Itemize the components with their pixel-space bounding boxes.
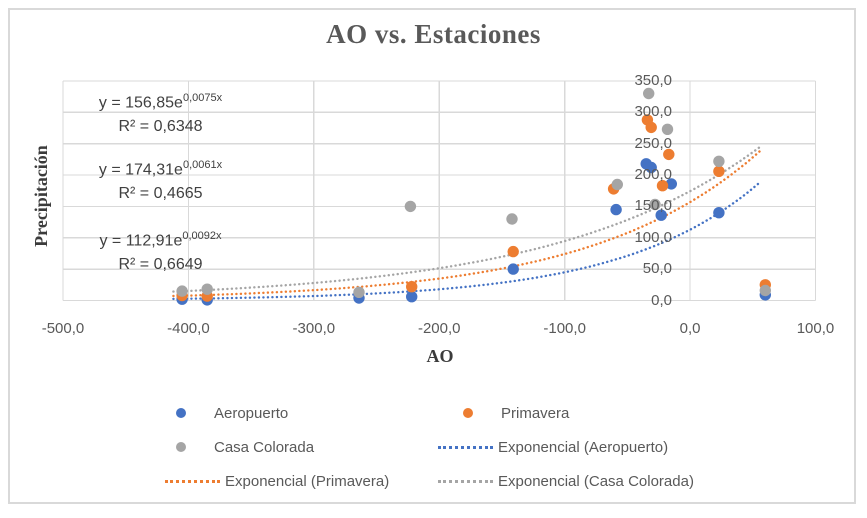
dotted-line-marker (436, 479, 494, 483)
data-point (713, 207, 725, 219)
dotted-line-marker (436, 445, 494, 449)
legend-item-exp-aeropuerto: Exponencial (Aeropuerto) (436, 436, 668, 458)
legend-label: Casa Colorada (214, 438, 315, 456)
data-point (649, 198, 661, 211)
y-axis-title: Precipitación (31, 145, 51, 247)
equation-formula: y = 156,85e0,0075x (98, 92, 223, 112)
data-point (656, 180, 669, 192)
data-point (645, 121, 657, 134)
y-tick-label: 300,0 (634, 103, 672, 121)
y-tick-label: 150,0 (634, 197, 672, 215)
data-point (406, 291, 418, 303)
data-point (663, 148, 675, 161)
data-point (665, 178, 677, 190)
trendline-Exponencial (Casa Colorada) (172, 145, 762, 293)
y-tick-label: 200,0 (634, 166, 672, 184)
legend-label: Exponencial (Casa Colorada) (498, 472, 694, 490)
data-point (713, 155, 725, 167)
x-tick-label: -400,0 (167, 320, 210, 337)
data-point (713, 165, 725, 177)
legend-label: Primavera (501, 404, 570, 422)
data-point (655, 209, 667, 221)
scatter-dot-marker (152, 442, 210, 452)
data-point (643, 87, 655, 100)
data-point (406, 281, 418, 293)
data-point (353, 286, 365, 298)
trendline-equation-1: y = 156,85e0,0075x R² = 0,6348 (58, 86, 263, 139)
x-tick-label: -100,0 (543, 320, 586, 337)
x-tick-label: 0,0 (679, 320, 701, 337)
equation-r2: R² = 0,6348 (118, 118, 203, 136)
data-point (176, 285, 188, 297)
legend-item-primavera: Primavera (439, 402, 569, 424)
dotted-line-marker (163, 479, 221, 483)
scatter-dot-marker (152, 408, 210, 418)
legend-item-exp-primavera: Exponencial (Primavera) (163, 470, 389, 492)
x-axis-title: AO (426, 346, 454, 366)
gridlines (62, 80, 817, 302)
data-point (610, 203, 622, 216)
y-tick-label: 100,0 (634, 228, 672, 246)
legend-label: Exponencial (Aeropuerto) (498, 438, 669, 456)
scatter-dot-marker (439, 408, 497, 418)
equation-formula: y = 174,31e0,0061x (98, 159, 223, 179)
data-point (404, 200, 417, 213)
trendline-equation-3: y = 112,91e0,0092x R² = 0,6649 (58, 224, 263, 277)
legend-item-exp-casa-colorada: Exponencial (Casa Colorada) (436, 470, 694, 492)
x-tick-label: -200,0 (417, 320, 461, 337)
equation-r2: R² = 0,4665 (118, 185, 203, 203)
data-point (759, 284, 771, 297)
series-Casa Colorada (176, 87, 771, 298)
equation-r2: R² = 0,6649 (118, 256, 203, 274)
x-tick-label: -500,0 (41, 320, 85, 337)
legend-label: Aeropuerto (214, 404, 289, 422)
chart-title: AO vs. Estaciones (326, 19, 541, 49)
y-tick-label: 250,0 (634, 134, 672, 152)
data-point (201, 283, 213, 295)
data-point (507, 263, 519, 275)
data-point (611, 178, 623, 191)
trendline-equation-2: y = 174,31e0,0061x R² = 0,4665 (58, 153, 263, 206)
legend-item-casa-colorada: Casa Colorada (152, 436, 314, 458)
trendline-Exponencial (Aeropuerto) (172, 180, 762, 301)
y-tick-label: 50,0 (642, 260, 672, 278)
series-Aeropuerto (176, 158, 771, 306)
data-point (645, 161, 657, 174)
y-tick-label: 350,0 (634, 72, 672, 89)
y-tick-label: 0,0 (651, 291, 672, 309)
data-point (507, 245, 519, 258)
legend-label: Exponencial (Primavera) (225, 472, 390, 490)
legend-item-aeropuerto: Aeropuerto (152, 402, 288, 424)
equation-formula: y = 112,91e0,0092x (99, 230, 222, 250)
data-point (661, 123, 674, 135)
data-point (506, 213, 518, 225)
x-tick-label: 100,0 (796, 320, 835, 337)
x-tick-label: -300,0 (292, 320, 336, 337)
